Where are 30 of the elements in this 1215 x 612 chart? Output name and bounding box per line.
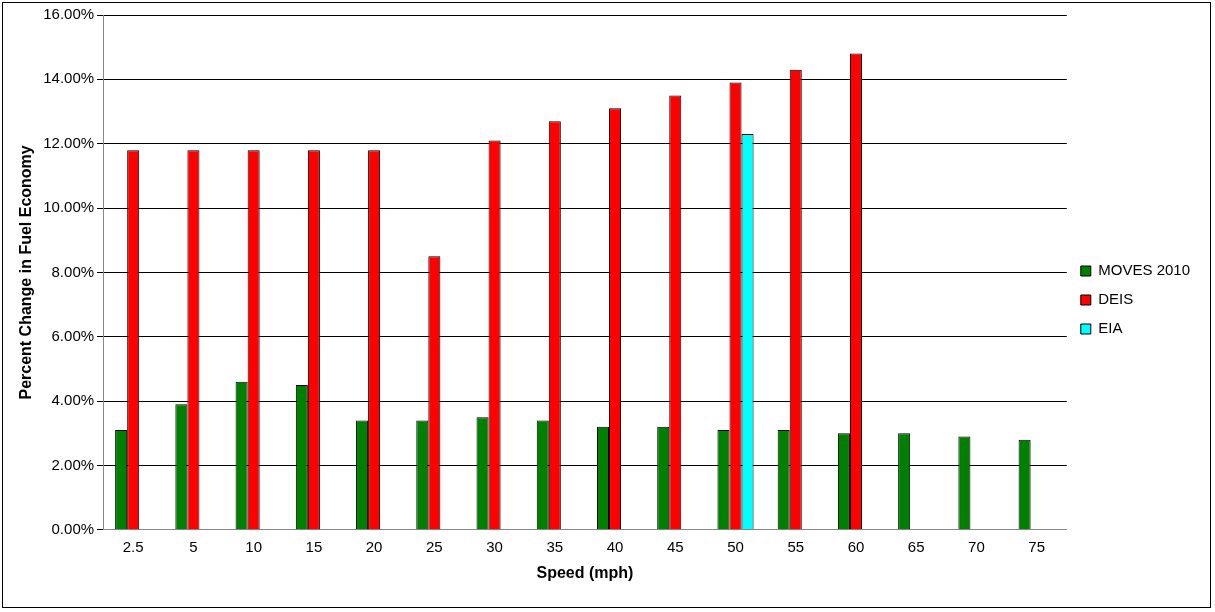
y-tick-label: 12.00% (43, 133, 95, 151)
x-tick-label: 65 (907, 537, 925, 555)
x-tick-label: 45 (666, 537, 684, 555)
x-tick-label: 70 (968, 537, 985, 555)
y-tick-label: 0.00% (51, 519, 95, 537)
x-tick-label: 75 (1028, 537, 1046, 555)
y-tick-label: 16.00% (43, 5, 95, 23)
legend-label: EIA (1098, 319, 1123, 337)
x-tick-label: 20 (365, 537, 383, 555)
x-tick-label: 5 (189, 537, 198, 555)
x-tick-label: 40 (606, 537, 624, 555)
y-axis-title: Percent Change in Fuel Economy (17, 145, 35, 400)
x-tick-label: 10 (245, 537, 262, 555)
y-tick-label: 6.00% (51, 326, 95, 344)
y-tick-label: 2.00% (51, 455, 95, 473)
x-tick-label: 55 (787, 537, 805, 555)
legend-label: DEIS (1098, 290, 1134, 308)
x-tick-label: 30 (486, 537, 503, 555)
x-tick-label: 60 (847, 537, 865, 555)
y-tick-label: 4.00% (51, 391, 95, 409)
x-tick-label: 35 (546, 537, 564, 555)
x-tick-label: 2.5 (122, 537, 144, 555)
x-tick-label: 25 (426, 537, 443, 555)
y-tick-label: 8.00% (51, 262, 95, 280)
x-tick-label: 50 (727, 537, 744, 555)
y-tick-label: 14.00% (43, 69, 95, 87)
x-tick-label: 15 (305, 537, 323, 555)
y-tick-label: 10.00% (43, 198, 95, 216)
legend-label: MOVES 2010 (1098, 261, 1190, 279)
x-axis-title: Speed (mph) (536, 563, 634, 581)
